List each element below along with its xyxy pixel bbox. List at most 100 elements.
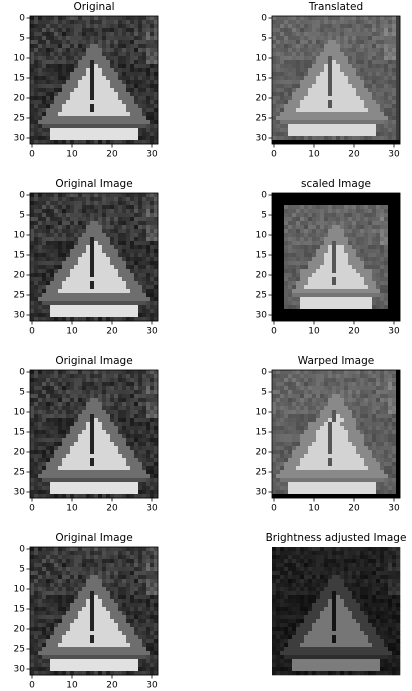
pixel — [126, 128, 131, 133]
pixel — [150, 197, 155, 202]
pixel — [336, 313, 341, 318]
pixel — [300, 120, 305, 125]
pixel — [66, 301, 71, 306]
pixel — [118, 414, 123, 419]
pixel — [70, 398, 75, 403]
pixel — [38, 370, 43, 375]
pixel — [130, 225, 135, 230]
pixel — [122, 213, 127, 218]
pixel — [384, 76, 389, 81]
pixel — [384, 44, 389, 49]
pixel — [340, 225, 345, 230]
pixel — [74, 193, 79, 198]
pixel — [42, 20, 47, 25]
pixel — [114, 289, 119, 294]
pixel — [126, 410, 131, 415]
pixel — [46, 378, 51, 383]
pixel — [30, 100, 35, 105]
pixel — [54, 197, 59, 202]
pixel — [308, 285, 313, 290]
pixel — [54, 446, 59, 451]
pixel — [106, 434, 111, 439]
pixel — [62, 20, 67, 25]
pixel — [336, 128, 341, 133]
pixel — [54, 32, 59, 37]
pixel — [30, 422, 35, 427]
pixel — [42, 213, 47, 218]
pixel — [376, 108, 381, 113]
y-tick-label: 15 — [256, 74, 267, 84]
pixel — [340, 68, 345, 73]
pixel — [150, 273, 155, 278]
pixel — [146, 40, 151, 45]
pixel — [352, 197, 357, 202]
pixel — [118, 313, 123, 318]
pixel — [388, 209, 393, 214]
pixel — [146, 193, 151, 198]
pixel — [396, 257, 401, 262]
pixel — [106, 265, 111, 270]
pixel — [30, 402, 35, 407]
pixel — [94, 426, 99, 431]
pixel — [90, 241, 95, 246]
pixel — [344, 16, 349, 21]
pixel — [304, 293, 309, 298]
pixel — [304, 32, 309, 37]
pixel — [74, 24, 79, 29]
pixel — [308, 56, 313, 61]
pixel — [356, 297, 361, 302]
pixel — [90, 88, 95, 93]
pixel — [106, 36, 111, 41]
pixel — [150, 466, 155, 471]
pixel — [82, 305, 87, 310]
pixel — [312, 68, 317, 73]
pixel — [74, 225, 79, 230]
pixel — [368, 289, 373, 294]
pixel — [324, 265, 329, 270]
pixel — [352, 44, 357, 49]
pixel — [360, 80, 365, 85]
pixel — [142, 305, 147, 310]
pixel — [328, 317, 333, 322]
pixel — [356, 76, 361, 81]
pixel — [376, 257, 381, 262]
pixel — [74, 277, 79, 282]
pixel — [308, 140, 313, 145]
pixel — [54, 301, 59, 306]
pixel — [98, 112, 103, 117]
pixel — [150, 289, 155, 294]
pixel — [70, 28, 75, 33]
pixel — [130, 317, 135, 322]
pixel — [300, 285, 305, 290]
pixel — [74, 197, 79, 202]
pixel — [324, 225, 329, 230]
pixel — [384, 317, 389, 322]
pixel — [98, 205, 103, 210]
pixel — [312, 297, 317, 302]
pixel — [30, 88, 35, 93]
pixel — [296, 32, 301, 37]
pixel — [352, 201, 357, 206]
pixel — [312, 309, 317, 314]
pixel — [384, 269, 389, 274]
pixel — [356, 217, 361, 222]
pixel — [296, 92, 301, 97]
pixel — [352, 261, 357, 266]
pixel — [300, 44, 305, 49]
pixel — [150, 40, 155, 45]
pixel — [284, 245, 289, 250]
pixel — [376, 28, 381, 33]
pixel — [114, 136, 119, 141]
pixel — [46, 96, 51, 101]
pixel — [122, 112, 127, 117]
pixel — [142, 209, 147, 214]
pixel — [280, 237, 285, 242]
pixel — [336, 68, 341, 73]
pixel — [372, 301, 377, 306]
pixel — [34, 426, 39, 431]
pixel — [94, 454, 99, 459]
pixel — [54, 317, 59, 322]
pixel — [368, 20, 373, 25]
pixel — [122, 52, 127, 57]
pixel — [344, 116, 349, 121]
